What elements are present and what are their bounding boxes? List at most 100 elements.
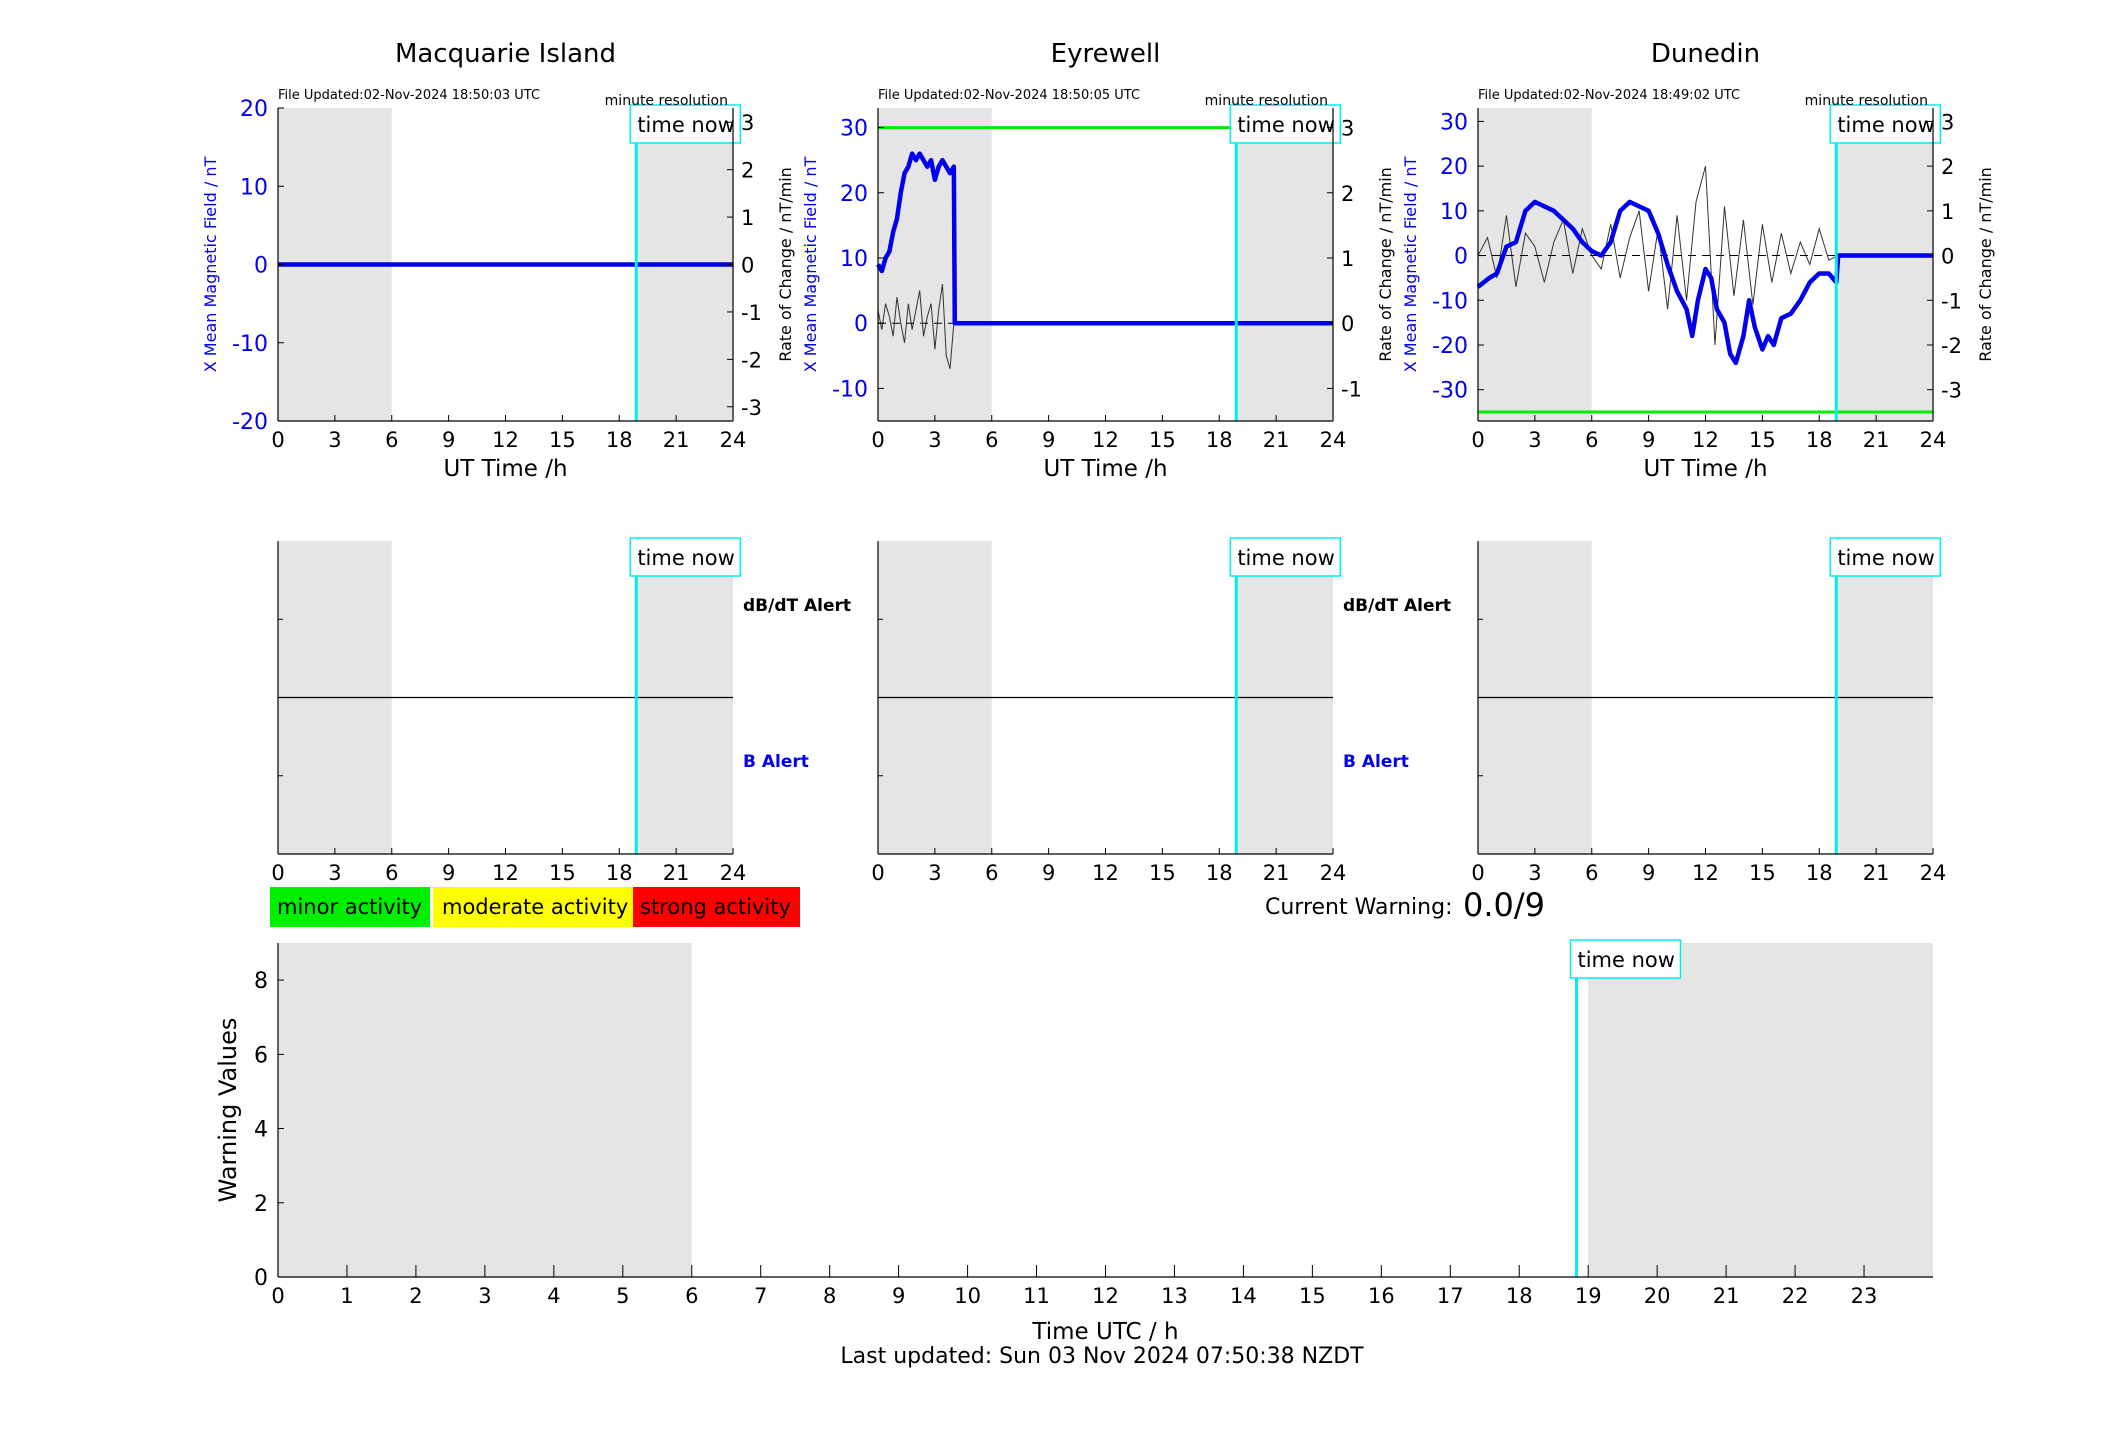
x-tick-label-23: 23 <box>1851 1284 1878 1308</box>
right-tick-label--3: -3 <box>1941 379 1962 403</box>
y-tick-label--30: -30 <box>1432 379 1468 404</box>
time-now-box <box>1229 104 1342 144</box>
x-axis-label: UT Time /h <box>443 456 567 482</box>
right-tick-label-0: 0 <box>741 254 754 278</box>
x-tick-label-24: 24 <box>720 861 747 885</box>
x-tick-label-18: 18 <box>1806 861 1833 885</box>
b-alert-label: B Alert <box>1343 752 1409 772</box>
y-axis-label: X Mean Magnetic Field / nT <box>201 157 220 373</box>
x-tick-label-10: 10 <box>954 1284 981 1308</box>
x-tick-label-6: 6 <box>985 861 998 885</box>
x-tick-label-21: 21 <box>1863 861 1890 885</box>
file-updated-text: File Updated:02-Nov-2024 18:49:02 UTC <box>1478 88 1740 103</box>
y-tick-label-10: 10 <box>840 247 868 272</box>
y-tick-label-30: 30 <box>840 117 868 142</box>
y-tick-label--10: -10 <box>1432 289 1468 314</box>
right-tick-label-0: 0 <box>1941 245 1954 269</box>
time-now-box <box>629 537 742 577</box>
y-tick-label-0: 0 <box>254 1266 268 1291</box>
y-tick-label-30: 30 <box>1440 110 1468 135</box>
y-tick-label-10: 10 <box>240 175 268 200</box>
x-tick-label-0: 0 <box>271 1284 284 1308</box>
x-axis-label: UT Time /h <box>1643 456 1767 482</box>
x-tick-label-18: 18 <box>1206 428 1233 452</box>
y-tick-label-0: 0 <box>1454 245 1468 270</box>
time-now-label: time now <box>1237 113 1334 137</box>
activity-legend: minor activity moderate activity strong … <box>270 887 800 927</box>
x-tick-label-15: 15 <box>1149 861 1176 885</box>
x-tick-label-6: 6 <box>1585 861 1598 885</box>
x-tick-label-6: 6 <box>385 428 398 452</box>
right-tick-label-3: 3 <box>741 111 754 135</box>
x-tick-label-21: 21 <box>1263 861 1290 885</box>
right-tick-label-1: 1 <box>1941 200 1954 224</box>
x-tick-label-21: 21 <box>1713 1284 1740 1308</box>
night-shade-1 <box>1838 108 1933 421</box>
y-tick-label--10: -10 <box>232 332 268 357</box>
right-tick-label--1: -1 <box>741 301 762 325</box>
x-tick-label-24: 24 <box>720 428 747 452</box>
x-tick-label-3: 3 <box>328 861 341 885</box>
legend-minor-label: minor activity <box>277 895 422 919</box>
time-now-label: time now <box>1837 113 1934 137</box>
y-tick-label--20: -20 <box>232 410 268 435</box>
x-tick-label-21: 21 <box>1263 428 1290 452</box>
legend-moderate-swatch <box>433 887 633 927</box>
x-tick-label-19: 19 <box>1575 1284 1602 1308</box>
x-tick-label-0: 0 <box>271 428 284 452</box>
x-tick-label-15: 15 <box>1299 1284 1326 1308</box>
x-tick-label-12: 12 <box>492 861 519 885</box>
x-tick-label-20: 20 <box>1644 1284 1671 1308</box>
last-updated: Last updated: Sun 03 Nov 2024 07:50:38 N… <box>840 1344 1364 1369</box>
file-updated-text: File Updated:02-Nov-2024 18:50:03 UTC <box>278 88 540 103</box>
right-axis-label: Rate of Change / nT/min <box>1976 167 1995 362</box>
night-shade-0 <box>878 108 992 421</box>
panel-title: Dunedin <box>1651 39 1760 69</box>
field-series-0 <box>876 151 1333 326</box>
chart-panel-4: dB/dT Alert B Alert time now 0 3 6 9 12 15 18 21 24 <box>871 537 1451 885</box>
x-tick-label-6: 6 <box>385 861 398 885</box>
x-tick-label-9: 9 <box>892 1284 905 1308</box>
y-axis-label: Warning Values <box>214 1018 242 1203</box>
x-tick-label-3: 3 <box>928 428 941 452</box>
x-tick-label-12: 12 <box>492 428 519 452</box>
x-tick-label-9: 9 <box>1642 428 1655 452</box>
right-tick-label-3: 3 <box>1941 110 1954 134</box>
night-shade-1 <box>1238 108 1333 421</box>
x-axis-label: UT Time /h <box>1043 456 1167 482</box>
y-tick-label-6: 6 <box>254 1043 268 1068</box>
chart-panel-3: dB/dT Alert B Alert time now 0 3 6 9 12 15 18 21 24 <box>271 537 851 885</box>
time-now-box <box>1829 537 1942 577</box>
y-tick-label--20: -20 <box>1432 334 1468 359</box>
x-tick-label-7: 7 <box>754 1284 767 1308</box>
rate-series-0 <box>877 283 955 369</box>
x-tick-label-9: 9 <box>442 861 455 885</box>
x-tick-label-21: 21 <box>663 861 690 885</box>
x-tick-label-9: 9 <box>1642 861 1655 885</box>
time-now-label: time now <box>1237 546 1334 570</box>
x-tick-label-12: 12 <box>1092 1284 1119 1308</box>
x-tick-label-3: 3 <box>1528 428 1541 452</box>
dbdt-alert-label: dB/dT Alert <box>743 596 851 616</box>
right-tick-label--2: -2 <box>1941 334 1962 358</box>
field-series-0 <box>1476 199 1933 366</box>
x-tick-label-4: 4 <box>547 1284 560 1308</box>
right-tick-label-2: 2 <box>741 159 754 183</box>
x-tick-label-16: 16 <box>1368 1284 1395 1308</box>
y-tick-label-20: 20 <box>1440 155 1468 180</box>
time-now-label: time now <box>637 546 734 570</box>
y-tick-label-4: 4 <box>254 1118 268 1143</box>
legend-minor-swatch <box>270 887 430 927</box>
y-tick-label--10: -10 <box>832 377 868 402</box>
time-now-box <box>1229 537 1342 577</box>
x-tick-label-24: 24 <box>1320 861 1347 885</box>
x-tick-label-3: 3 <box>1528 861 1541 885</box>
night-shade-0 <box>278 943 692 1277</box>
legend-strong-label: strong activity <box>640 895 791 919</box>
x-tick-label-0: 0 <box>271 861 284 885</box>
x-tick-label-3: 3 <box>928 861 941 885</box>
x-tick-label-9: 9 <box>1042 861 1055 885</box>
right-tick-label-2: 2 <box>1341 182 1354 206</box>
